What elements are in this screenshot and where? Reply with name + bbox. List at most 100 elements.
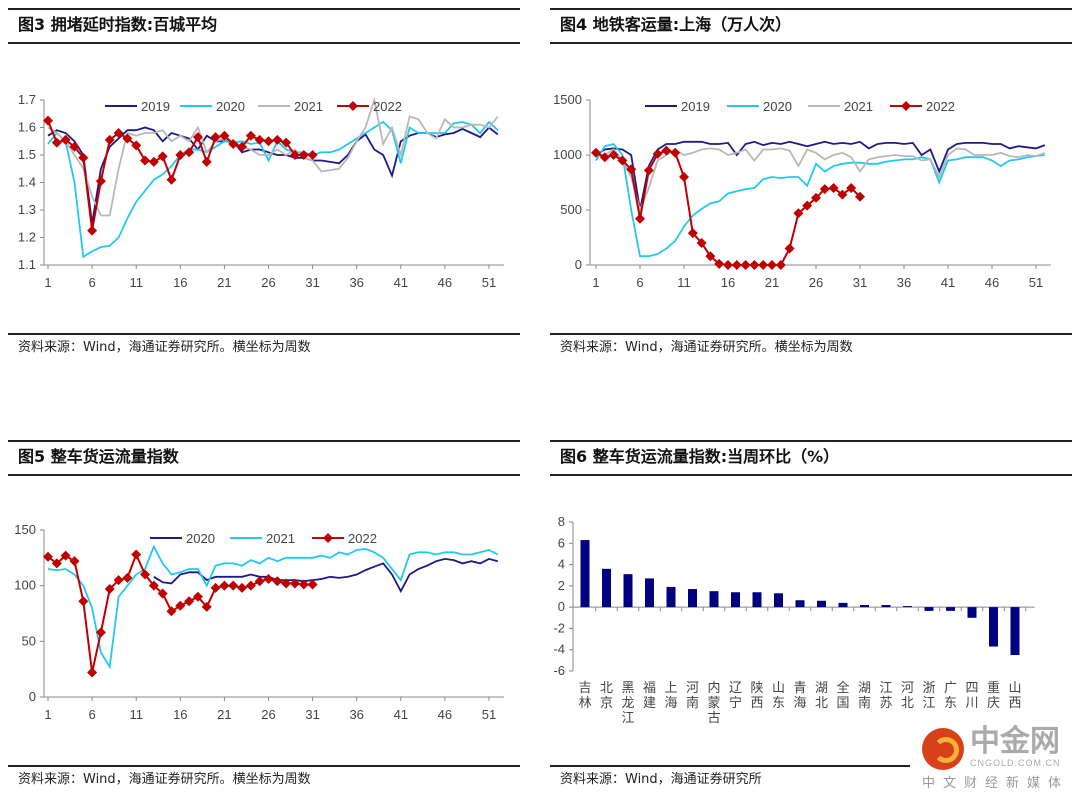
data-point-2022	[828, 183, 839, 193]
data-point-2022	[298, 150, 309, 160]
data-point-2022	[811, 192, 821, 203]
divider	[550, 765, 910, 767]
source-note-fig5: 资料来源：Wind，海通证券研究所。横坐标为周数	[18, 772, 311, 787]
x-tick-label: 内蒙古	[707, 680, 720, 725]
source-note-fig3: 资料来源：Wind，海通证券研究所。横坐标为周数	[18, 340, 311, 355]
y-tick-label: 1.7	[18, 92, 36, 107]
bar-吉林	[580, 540, 590, 608]
y-tick-label: 50	[22, 633, 36, 648]
legend-label: 2022	[926, 99, 955, 114]
data-point-2022	[175, 600, 186, 611]
data-point-2022	[652, 148, 663, 159]
data-point-2022	[767, 260, 777, 270]
data-point-2022	[113, 128, 124, 138]
x-tick-label: 46	[438, 707, 452, 722]
chart-title-fig6: 图6 整车货运流量指数:当周环比（%）	[560, 447, 840, 466]
legend-label: 2020	[186, 531, 215, 546]
data-point-2022	[78, 596, 89, 607]
data-point-2022	[157, 588, 168, 599]
data-point-2022	[87, 667, 98, 678]
y-tick-label: 1.3	[18, 202, 36, 217]
data-point-2022	[228, 580, 239, 591]
x-tick-label: 上海	[664, 680, 677, 710]
divider	[8, 42, 520, 44]
bar-上海	[666, 586, 676, 608]
y-tick-label: 500	[560, 202, 582, 217]
x-tick-label: 1	[44, 707, 51, 722]
x-tick-label: 山西	[1008, 680, 1021, 710]
x-tick-label: 36	[897, 275, 911, 290]
x-tick-label: 41	[941, 275, 955, 290]
x-tick-label: 吉林	[578, 680, 591, 710]
data-point-2022	[254, 134, 265, 145]
series-line-2019	[47, 126, 499, 224]
data-point-2022	[749, 260, 760, 270]
data-point-2022	[201, 156, 212, 167]
bar-湖南	[860, 605, 869, 608]
x-tick-label: 46	[985, 275, 999, 290]
data-point-2022	[148, 580, 159, 591]
x-tick-label: 26	[809, 275, 823, 290]
data-point-2022	[289, 578, 300, 589]
bar-山东	[774, 593, 783, 608]
data-point-2022	[166, 174, 177, 185]
x-tick-label: 福建	[643, 680, 656, 710]
data-point-2022	[87, 225, 98, 236]
series-line-2020	[153, 557, 499, 594]
bar-青海	[795, 600, 805, 608]
data-point-2022	[846, 183, 857, 193]
legend-label: 2022	[373, 99, 402, 114]
x-tick-label: 16	[173, 275, 187, 290]
data-point-2022	[157, 151, 168, 162]
data-point-2022	[175, 150, 186, 160]
data-point-2022	[43, 115, 53, 126]
bar-河南	[688, 589, 697, 608]
x-tick-label: 河南	[686, 680, 699, 710]
x-tick-label: 6	[88, 275, 95, 290]
y-tick-label: -4	[553, 642, 565, 657]
data-point-2022	[679, 172, 689, 182]
legend-label: 2020	[763, 99, 792, 114]
chart-title-fig3: 图3 拥堵延时指数:百城平均	[18, 15, 218, 34]
data-point-2022	[166, 606, 177, 617]
legend-label: 2019	[141, 99, 170, 114]
x-tick-label: 21	[217, 707, 231, 722]
data-point-2022	[714, 258, 725, 269]
y-tick-label: 0	[558, 599, 565, 614]
data-point-2022	[272, 134, 283, 145]
y-tick-label: -2	[553, 620, 565, 635]
x-tick-label: 41	[394, 275, 408, 290]
bar-江苏	[881, 605, 891, 608]
data-point-2022	[245, 130, 256, 141]
data-point-2022	[219, 580, 230, 591]
data-point-2022	[140, 569, 151, 580]
x-tick-label: 青海	[793, 680, 806, 710]
x-tick-label: 6	[88, 707, 95, 722]
data-point-2022	[307, 579, 318, 590]
data-point-2022	[60, 134, 71, 145]
legend-marker-icon	[348, 101, 358, 111]
data-point-2022	[69, 556, 80, 567]
x-tick-label: 广东	[944, 680, 957, 710]
bar-河北	[903, 606, 912, 608]
data-point-2022	[643, 165, 654, 176]
x-tick-label: 11	[129, 275, 143, 290]
bar-陕西	[752, 592, 762, 608]
legend-marker-icon	[323, 533, 333, 543]
y-tick-label: 0	[29, 689, 36, 704]
divider	[550, 42, 1072, 44]
data-point-2022	[192, 132, 203, 143]
x-tick-label: 11	[129, 707, 143, 722]
x-tick-label: 河北	[901, 680, 914, 710]
x-tick-label: 26	[261, 275, 275, 290]
data-point-2022	[272, 576, 283, 587]
watermark-name: 中金网	[970, 724, 1060, 759]
x-tick-label: 11	[677, 275, 691, 290]
data-point-2022	[184, 147, 195, 158]
data-point-2022	[131, 549, 142, 560]
legend-label: 2019	[681, 99, 710, 114]
data-point-2022	[696, 238, 707, 248]
y-tick-label: 0	[575, 257, 582, 272]
y-tick-label: 1.2	[18, 230, 36, 245]
